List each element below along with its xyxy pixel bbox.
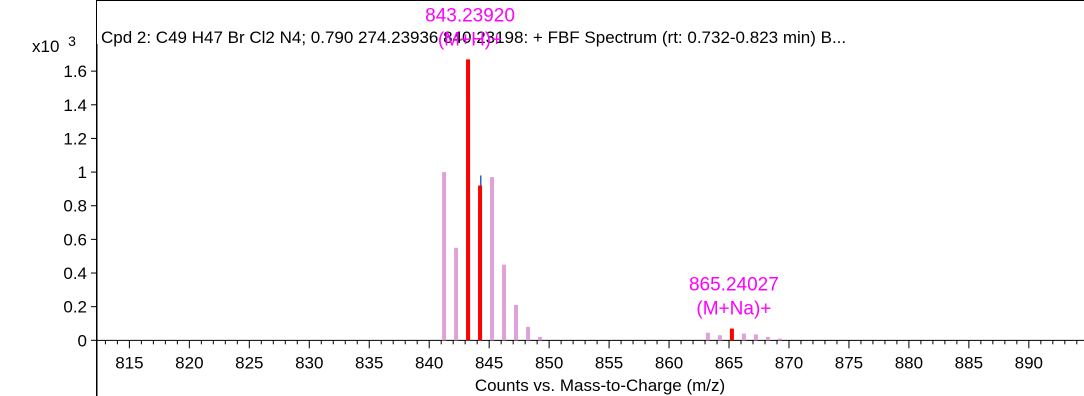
spectrum-peak xyxy=(514,304,519,341)
spectrum-peaks xyxy=(442,59,782,341)
x-tick-label: 890 xyxy=(1015,353,1043,372)
x-tick-label: 850 xyxy=(535,353,563,372)
x-tick-label: 830 xyxy=(295,353,323,372)
peak-mz-label: 865.24027 xyxy=(689,275,779,296)
y-tick-label: 0.2 xyxy=(63,298,87,317)
spectrum-peak xyxy=(741,333,746,341)
peak-mz-label: 843.23920 xyxy=(425,5,515,26)
spectrum-peak xyxy=(765,336,770,341)
spectrum-peak xyxy=(705,332,710,341)
x-tick-label: 885 xyxy=(955,353,983,372)
x-axis-label: Counts vs. Mass-to-Charge (m/z) xyxy=(475,376,725,395)
peak-annotations: 843.23920 (M+H)+ 865.24027 (M+Na)+ xyxy=(425,5,779,319)
x-tick-label: 815 xyxy=(115,353,143,372)
x-tick-label: 865 xyxy=(715,353,743,372)
y-tick-label: 1.4 xyxy=(63,96,87,115)
spectrum-peak xyxy=(753,334,758,341)
y-tick-label: 1.6 xyxy=(63,62,87,81)
y-tick-label: 0.6 xyxy=(63,230,87,249)
plot-frame xyxy=(96,0,1084,396)
y-multiplier-label: x10 3 xyxy=(32,33,76,56)
spectrum-peak xyxy=(777,338,782,341)
x-tick-label: 820 xyxy=(175,353,203,372)
x-tick-label: 860 xyxy=(655,353,683,372)
x-tick-label: 880 xyxy=(895,353,923,372)
peak-ion-label: (M+H)+ xyxy=(438,29,502,50)
x-tick-label: 870 xyxy=(775,353,803,372)
y-tick-label: 1 xyxy=(78,163,87,182)
spectrum-peak xyxy=(454,247,459,341)
y-tick-label: 1.2 xyxy=(63,129,87,148)
y-multiplier-exponent: 3 xyxy=(68,33,76,49)
spectrum-peak xyxy=(538,336,543,341)
spectrum-peak xyxy=(466,59,471,341)
x-tick-label: 845 xyxy=(475,353,503,372)
spectrum-peak xyxy=(442,172,447,341)
x-tick-label: 825 xyxy=(235,353,263,372)
y-tick-label: 0 xyxy=(78,331,87,350)
x-tick-label: 875 xyxy=(835,353,863,372)
spectrum-peak xyxy=(478,185,483,341)
y-axis: 0 0.2 0.4 0.6 0.8 1 1.2 1.4 1.6 xyxy=(63,44,98,396)
x-tick-label: 840 xyxy=(415,353,443,372)
y-multiplier-base: x10 xyxy=(32,37,59,56)
x-tick-label: 835 xyxy=(355,353,383,372)
peak-ion-label: (M+Na)+ xyxy=(696,299,771,320)
y-tick-label: 0.4 xyxy=(63,264,87,283)
x-tick-label: 855 xyxy=(595,353,623,372)
spectrum-peak xyxy=(490,177,495,341)
chart-title: Cpd 2: C49 H47 Br Cl2 N4; 0.790 274.2393… xyxy=(101,28,846,47)
spectrum-peak xyxy=(717,335,722,341)
spectrum-peak xyxy=(502,264,507,341)
spectrum-peak xyxy=(729,328,734,341)
x-axis: 815 820 825 830 835 840 845 850 855 860 865 870 875 8… xyxy=(97,339,1084,372)
spectrum-peak xyxy=(526,326,531,341)
y-tick-label: 0.8 xyxy=(63,197,87,216)
